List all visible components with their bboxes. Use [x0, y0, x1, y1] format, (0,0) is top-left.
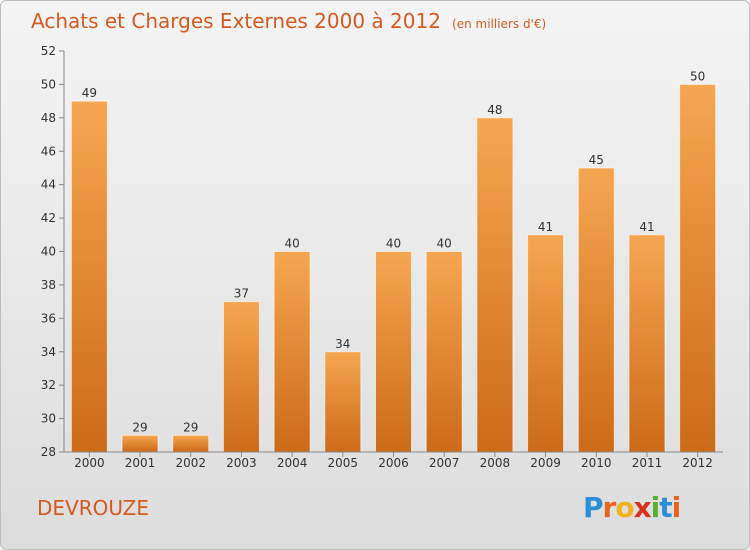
x-tick-label: 2009 [530, 456, 561, 470]
bar-value-label: 45 [589, 153, 604, 167]
bar [375, 251, 412, 453]
bar-value-label: 41 [538, 220, 553, 234]
logo-letter: P [583, 491, 604, 524]
y-tick-label: 32 [41, 378, 56, 392]
logo-letter: i [650, 491, 661, 524]
y-tick-label: 30 [41, 412, 56, 426]
y-tick-label: 34 [41, 345, 56, 359]
commune-name: DEVROUZE [37, 496, 149, 520]
bar [121, 434, 159, 453]
bar-value-label: 50 [690, 69, 705, 83]
chart-title: Achats et Charges Externes 2000 à 2012 (… [31, 9, 546, 33]
x-tick-label: 2007 [429, 456, 460, 470]
x-tick-label: 2008 [480, 456, 511, 470]
y-tick-label: 38 [41, 278, 56, 292]
bar [273, 251, 311, 453]
bar [425, 251, 463, 453]
y-tick-label: 52 [41, 44, 56, 58]
bar-value-label: 48 [487, 103, 502, 117]
bar-value-label: 29 [183, 420, 198, 434]
bar-value-label: 40 [386, 237, 401, 251]
logo-letter: x [633, 491, 652, 524]
unit-text: (en milliers d'€) [452, 17, 547, 31]
bar [172, 434, 210, 453]
bar-value-label: 40 [284, 237, 299, 251]
x-tick-label: 2003 [226, 456, 257, 470]
bar [324, 351, 362, 453]
y-axis-ticks: 28 30 32 34 36 38 40 42 44 46 48 50 52 [41, 44, 64, 459]
x-tick-label: 2000 [74, 456, 105, 470]
bar [70, 100, 108, 453]
logo-letter: o [615, 491, 634, 524]
x-tick-label: 2005 [328, 456, 359, 470]
logo-letter: i [671, 491, 682, 524]
bar-value-label: 37 [234, 287, 249, 301]
bar [679, 83, 717, 453]
logo-letter: t [659, 491, 672, 524]
bar [577, 167, 615, 453]
y-tick-label: 46 [41, 144, 56, 158]
bar-value-label: 41 [639, 220, 654, 234]
y-tick-label: 50 [41, 77, 56, 91]
y-tick-label: 40 [41, 245, 56, 259]
logo-letter: r [602, 491, 617, 524]
bar [222, 301, 260, 453]
x-tick-label: 2001 [125, 456, 156, 470]
bars: 49 29 29 37 40 34 40 40 48 41 45 41 50 [70, 69, 717, 453]
x-tick-label: 2011 [632, 456, 663, 470]
bar-value-label: 34 [335, 337, 350, 351]
bar-value-label: 40 [437, 237, 452, 251]
bar [476, 117, 514, 453]
bar-value-label: 29 [132, 420, 147, 434]
bar-value-label: 49 [82, 86, 97, 100]
y-tick-label: 44 [41, 178, 56, 192]
y-tick-label: 28 [41, 445, 56, 459]
proxiti-logo: Proxiti [583, 491, 682, 524]
y-tick-label: 36 [41, 311, 56, 325]
y-tick-label: 48 [41, 111, 56, 125]
x-tick-label: 2004 [277, 456, 308, 470]
bar [628, 234, 666, 453]
x-tick-label: 2002 [175, 456, 206, 470]
x-tick-label: 2006 [378, 456, 409, 470]
x-axis-ticks: 2000 2001 2002 2003 2004 2005 2006 2007 2008 2009… [74, 452, 713, 470]
bar [527, 234, 565, 453]
x-tick-label: 2010 [581, 456, 612, 470]
x-tick-label: 2012 [682, 456, 713, 470]
y-tick-label: 42 [41, 211, 56, 225]
title-text: Achats et Charges Externes 2000 à 2012 [31, 9, 441, 33]
